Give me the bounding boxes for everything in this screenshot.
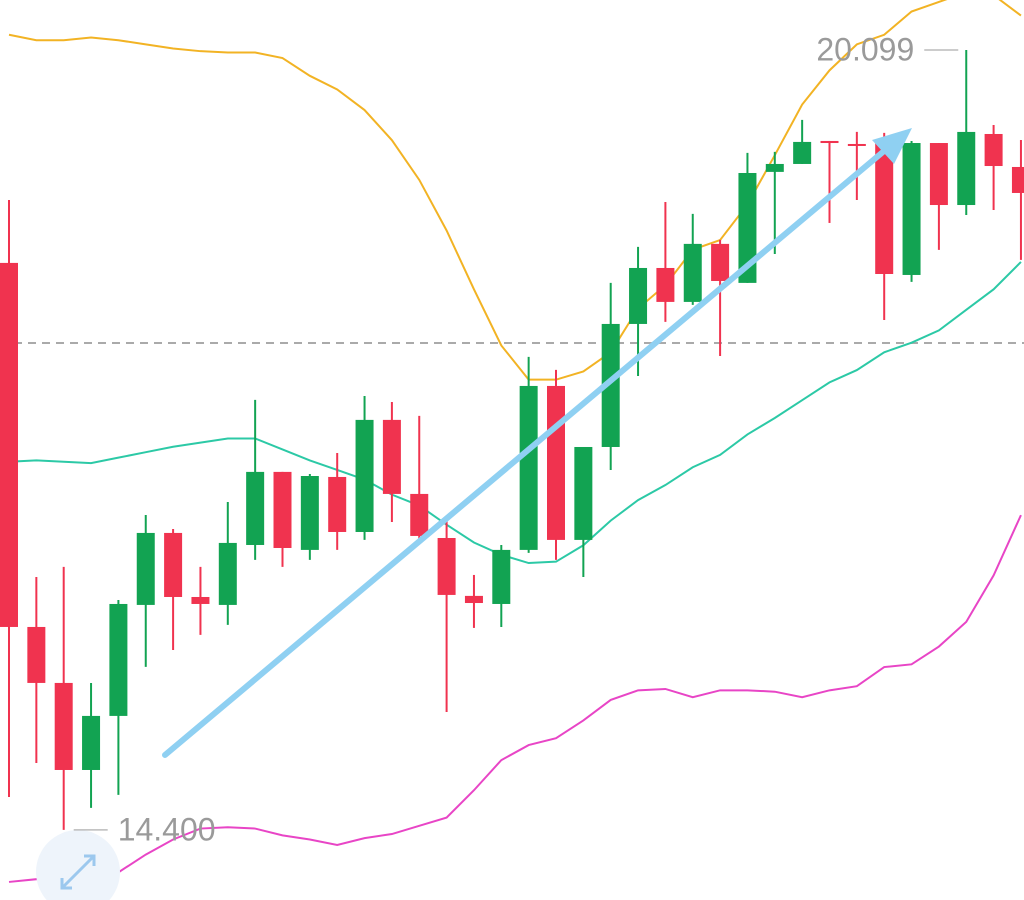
candle-body (410, 493, 429, 536)
candle-body (54, 682, 73, 770)
candle-body (0, 262, 18, 627)
candle-body (601, 323, 620, 447)
candle-body (273, 471, 292, 548)
candle-body (656, 267, 675, 302)
candle-body (136, 532, 155, 605)
min-label: 14.400 (118, 811, 216, 847)
expand-icon[interactable] (36, 830, 120, 900)
candle-body (547, 385, 565, 540)
candle-body (328, 476, 347, 532)
candle-body (984, 133, 1003, 167)
trend-arrow (162, 128, 912, 758)
candle-body (437, 538, 456, 595)
candle-body (738, 172, 757, 283)
candle-body (191, 596, 210, 604)
candle-body (820, 140, 839, 144)
candle-body (847, 143, 866, 146)
candle-body (683, 243, 702, 302)
band-line (8, 0, 1022, 381)
candle-body (629, 267, 648, 324)
candle-body (1011, 166, 1024, 193)
candle-body (875, 143, 894, 274)
candle-body (929, 143, 948, 206)
candle-body (246, 471, 265, 545)
candle-body (793, 141, 812, 164)
candle-body (464, 595, 483, 604)
candle-body (382, 419, 401, 494)
candle-body (355, 419, 374, 532)
candle-body (109, 603, 128, 716)
candle-body (519, 385, 538, 550)
max-label: 20.099 (816, 31, 914, 67)
candle-body (27, 626, 46, 683)
candle-body (574, 446, 593, 540)
candle-body (957, 131, 976, 206)
candle-body (164, 532, 183, 597)
candle-body (300, 476, 319, 550)
band-line (8, 261, 1022, 565)
band-line (8, 514, 1022, 889)
candle-body (218, 542, 237, 605)
candle-body (711, 243, 730, 281)
candle-body (902, 143, 921, 275)
candle-body (82, 715, 101, 770)
candle-body (492, 549, 511, 604)
candle-body (765, 163, 784, 172)
